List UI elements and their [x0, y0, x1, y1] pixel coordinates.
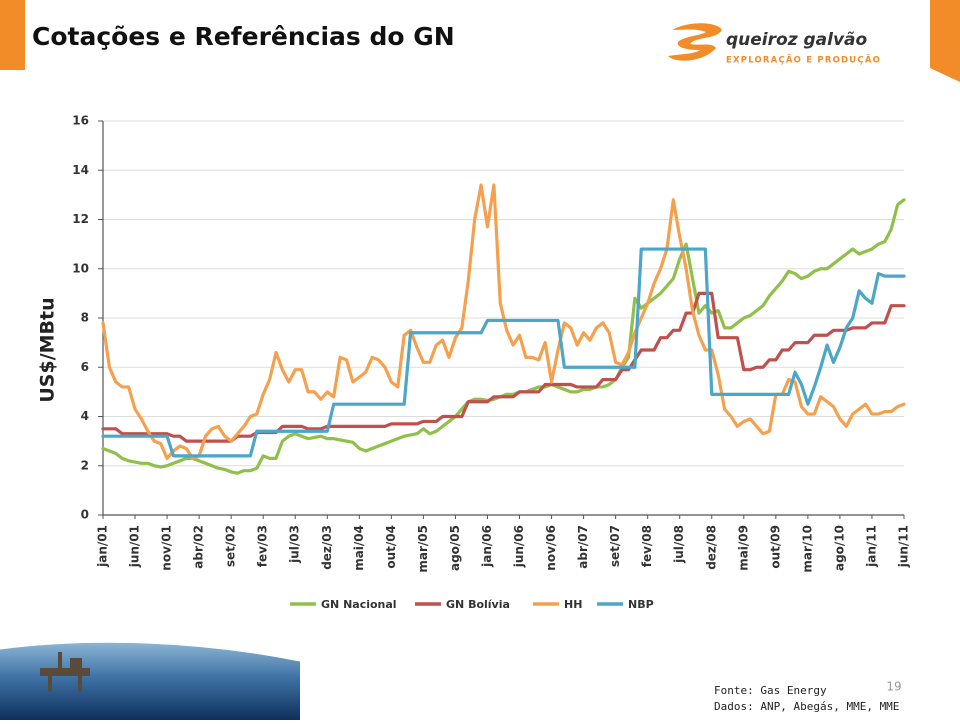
x-tick-label: ago/05 — [448, 525, 462, 571]
x-tick-label: jul/08 — [672, 525, 686, 564]
footer-photo — [0, 639, 301, 720]
chart: 0 2 4 6 8 10 12 14 16 jan/01 jun/01 nov/01 abr/02 set… — [72, 114, 910, 612]
logo: queiroz galvão EXPLORAÇÃO E PRODUÇÃO — [668, 23, 881, 66]
x-tick-label: jun/01 — [128, 525, 142, 568]
data-sources-note: Dados: ANP, Abegás, MME, MME — [714, 700, 899, 713]
x-tick-label: jul/03 — [288, 525, 302, 564]
x-tick-label: mai/09 — [736, 525, 750, 571]
y-tick-label: 12 — [72, 212, 89, 226]
logo-subtitle: EXPLORAÇÃO E PRODUÇÃO — [726, 55, 881, 66]
y-tick-label: 10 — [72, 261, 89, 275]
x-tick-label: set/07 — [608, 525, 622, 567]
x-tick-label: ago/10 — [832, 525, 846, 571]
source-note: Fonte: Gas Energy — [714, 684, 827, 697]
y-tick-label: 16 — [72, 114, 89, 128]
x-tick-label: jun/11 — [897, 525, 911, 568]
x-tick-label: jan/06 — [480, 525, 494, 568]
x-tick-label: jan/01 — [96, 525, 110, 568]
y-tick-label: 4 — [81, 409, 89, 423]
logo-name: queiroz galvão — [726, 30, 868, 50]
x-tick-label: jan/11 — [864, 525, 878, 568]
y-tick-label: 14 — [72, 163, 89, 177]
x-tick-label: fev/08 — [640, 525, 654, 567]
x-tick-label: abr/07 — [576, 525, 590, 569]
series-line — [101, 247, 906, 458]
legend-label: GN Bolívia — [446, 598, 510, 611]
y-tick-label: 0 — [81, 508, 89, 522]
x-tick-label: jun/06 — [512, 525, 526, 568]
x-tick-label: out/09 — [768, 525, 782, 569]
legend-label: GN Nacional — [321, 598, 397, 611]
x-tick-label: abr/02 — [192, 525, 206, 569]
x-tick-label: mar/05 — [416, 525, 430, 573]
x-tick-label: out/04 — [384, 525, 398, 569]
y-axis-title: US$/MBtu — [37, 297, 59, 402]
header-accent — [0, 0, 25, 70]
x-tick-label: nov/01 — [160, 525, 174, 571]
corner-accent — [930, 0, 960, 82]
y-tick-label: 2 — [81, 458, 89, 472]
logo-mark — [668, 23, 722, 61]
page-number: 19 — [886, 680, 901, 694]
platform — [40, 652, 90, 692]
x-tick-label: set/02 — [224, 525, 238, 567]
legend-label: HH — [564, 598, 582, 611]
x-tick-label: mar/10 — [800, 525, 814, 573]
x-tick-label: mai/04 — [352, 525, 366, 571]
x-tick-label: dez/08 — [704, 525, 718, 570]
slide-title: Cotações e Referências do GN — [32, 22, 455, 51]
y-tick-label: 6 — [81, 360, 89, 374]
photo-edge — [0, 639, 301, 662]
y-tick-label: 8 — [81, 311, 89, 325]
x-tick-label: dez/03 — [320, 525, 334, 570]
legend-label: NBP — [628, 598, 654, 611]
series-line — [101, 183, 906, 460]
x-tick-label: nov/06 — [544, 525, 558, 571]
x-tick-label: fev/03 — [256, 525, 270, 567]
